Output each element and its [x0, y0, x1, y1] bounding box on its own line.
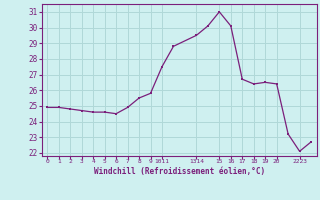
X-axis label: Windchill (Refroidissement éolien,°C): Windchill (Refroidissement éolien,°C) [94, 167, 265, 176]
